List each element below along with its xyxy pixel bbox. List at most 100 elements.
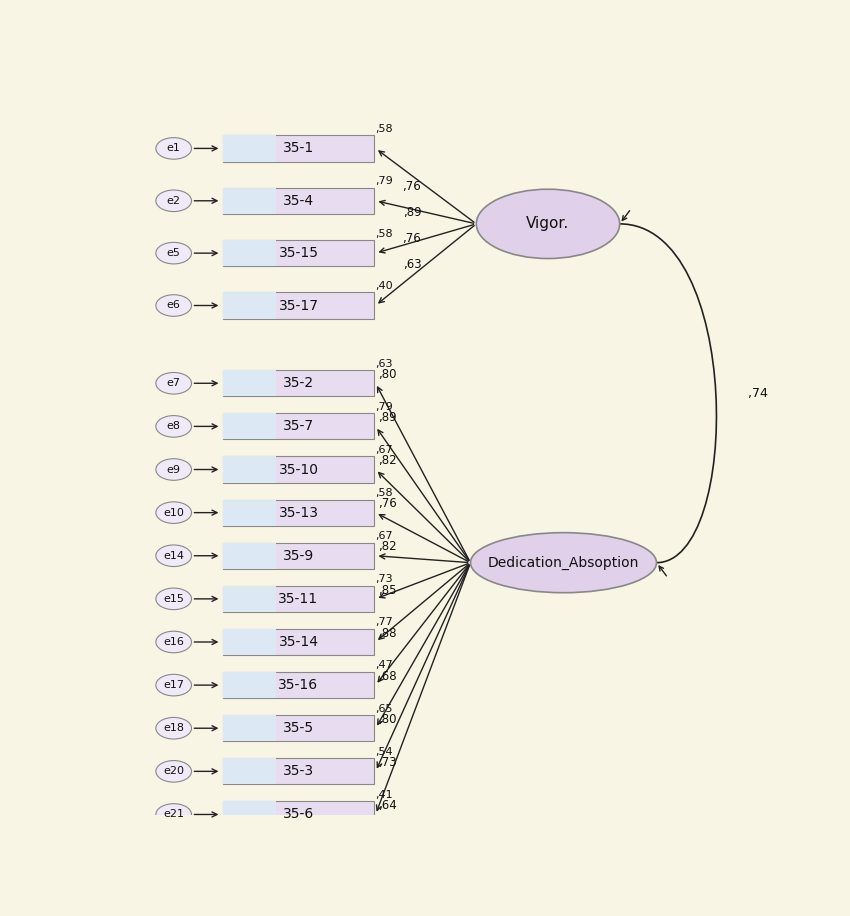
- Text: ,68: ,68: [378, 670, 396, 682]
- Text: e1: e1: [167, 144, 180, 153]
- FancyBboxPatch shape: [223, 629, 275, 655]
- FancyBboxPatch shape: [223, 136, 374, 161]
- FancyBboxPatch shape: [223, 292, 275, 319]
- Text: 35-6: 35-6: [283, 808, 314, 822]
- Text: ,64: ,64: [378, 799, 397, 812]
- Ellipse shape: [156, 588, 191, 610]
- Ellipse shape: [156, 631, 191, 653]
- Text: 35-3: 35-3: [283, 764, 314, 779]
- Text: ,74: ,74: [748, 387, 768, 399]
- Text: 35-2: 35-2: [283, 376, 314, 390]
- Ellipse shape: [156, 416, 191, 437]
- Text: ,76: ,76: [378, 497, 397, 510]
- Text: ,88: ,88: [378, 627, 396, 639]
- Text: e5: e5: [167, 248, 180, 258]
- FancyBboxPatch shape: [223, 585, 374, 612]
- FancyBboxPatch shape: [223, 240, 275, 267]
- FancyBboxPatch shape: [223, 542, 374, 569]
- Ellipse shape: [156, 760, 191, 782]
- Text: ,76: ,76: [403, 180, 422, 192]
- Text: e2: e2: [167, 196, 181, 206]
- Text: ,58: ,58: [376, 228, 394, 238]
- Text: ,82: ,82: [378, 540, 396, 553]
- Text: ,89: ,89: [403, 206, 422, 219]
- Ellipse shape: [156, 803, 191, 825]
- FancyBboxPatch shape: [223, 715, 275, 741]
- Text: ,89: ,89: [378, 411, 396, 424]
- Text: ,67: ,67: [376, 445, 394, 455]
- Text: 35-13: 35-13: [279, 506, 319, 519]
- Text: 35-17: 35-17: [279, 299, 319, 312]
- Text: ,47: ,47: [376, 660, 394, 671]
- Text: ,73: ,73: [376, 574, 394, 584]
- Text: ,79: ,79: [376, 402, 394, 412]
- Text: ,65: ,65: [376, 703, 393, 714]
- Text: ,80: ,80: [378, 713, 396, 725]
- Text: e20: e20: [163, 767, 184, 777]
- FancyBboxPatch shape: [223, 758, 275, 784]
- Ellipse shape: [156, 459, 191, 480]
- FancyBboxPatch shape: [223, 370, 275, 397]
- Text: ,41: ,41: [376, 790, 394, 800]
- Text: ,54: ,54: [376, 747, 394, 757]
- FancyBboxPatch shape: [223, 188, 275, 213]
- Text: 35-1: 35-1: [283, 141, 314, 156]
- Text: e16: e16: [163, 637, 184, 647]
- FancyBboxPatch shape: [223, 672, 275, 698]
- FancyBboxPatch shape: [223, 629, 374, 655]
- Ellipse shape: [156, 674, 191, 696]
- Ellipse shape: [156, 545, 191, 566]
- Text: e15: e15: [163, 594, 184, 604]
- Text: ,85: ,85: [378, 583, 396, 596]
- FancyBboxPatch shape: [223, 542, 275, 569]
- Text: ,80: ,80: [378, 368, 396, 381]
- Ellipse shape: [156, 373, 191, 394]
- FancyBboxPatch shape: [223, 585, 275, 612]
- Ellipse shape: [156, 717, 191, 739]
- Text: 35-4: 35-4: [283, 194, 314, 208]
- FancyBboxPatch shape: [223, 370, 374, 397]
- Text: e21: e21: [163, 810, 184, 820]
- FancyBboxPatch shape: [223, 413, 374, 440]
- FancyBboxPatch shape: [223, 499, 275, 526]
- Text: e14: e14: [163, 551, 184, 561]
- FancyBboxPatch shape: [223, 672, 374, 698]
- Text: Vigor.: Vigor.: [526, 216, 570, 232]
- Text: ,58: ,58: [376, 124, 394, 134]
- Text: 35-10: 35-10: [279, 463, 319, 476]
- Text: ,73: ,73: [378, 756, 396, 769]
- FancyBboxPatch shape: [223, 240, 374, 267]
- Ellipse shape: [471, 532, 656, 593]
- Ellipse shape: [156, 243, 191, 264]
- Text: e18: e18: [163, 724, 184, 733]
- FancyBboxPatch shape: [223, 715, 374, 741]
- Text: ,77: ,77: [376, 617, 394, 627]
- FancyBboxPatch shape: [223, 292, 374, 319]
- Ellipse shape: [476, 190, 620, 258]
- FancyBboxPatch shape: [223, 136, 275, 161]
- FancyBboxPatch shape: [223, 413, 275, 440]
- Text: ,58: ,58: [376, 488, 394, 498]
- Text: e8: e8: [167, 421, 181, 431]
- Text: 35-9: 35-9: [283, 549, 314, 562]
- Text: e10: e10: [163, 507, 184, 518]
- Text: 35-7: 35-7: [283, 420, 314, 433]
- Text: ,82: ,82: [378, 454, 396, 467]
- Text: ,79: ,79: [376, 176, 394, 186]
- Text: 35-16: 35-16: [279, 678, 319, 692]
- FancyBboxPatch shape: [223, 188, 374, 213]
- Text: 35-11: 35-11: [279, 592, 319, 605]
- Text: 35-5: 35-5: [283, 721, 314, 736]
- Text: e6: e6: [167, 300, 180, 311]
- Text: ,63: ,63: [376, 359, 393, 368]
- FancyBboxPatch shape: [223, 456, 275, 483]
- FancyBboxPatch shape: [223, 802, 275, 827]
- Text: e7: e7: [167, 378, 181, 388]
- Ellipse shape: [156, 502, 191, 523]
- Text: ,40: ,40: [376, 281, 394, 291]
- FancyBboxPatch shape: [223, 802, 374, 827]
- Ellipse shape: [156, 137, 191, 159]
- Text: ,67: ,67: [376, 531, 394, 541]
- Text: Dedication_Absoption: Dedication_Absoption: [488, 556, 639, 570]
- Text: 35-14: 35-14: [279, 635, 319, 649]
